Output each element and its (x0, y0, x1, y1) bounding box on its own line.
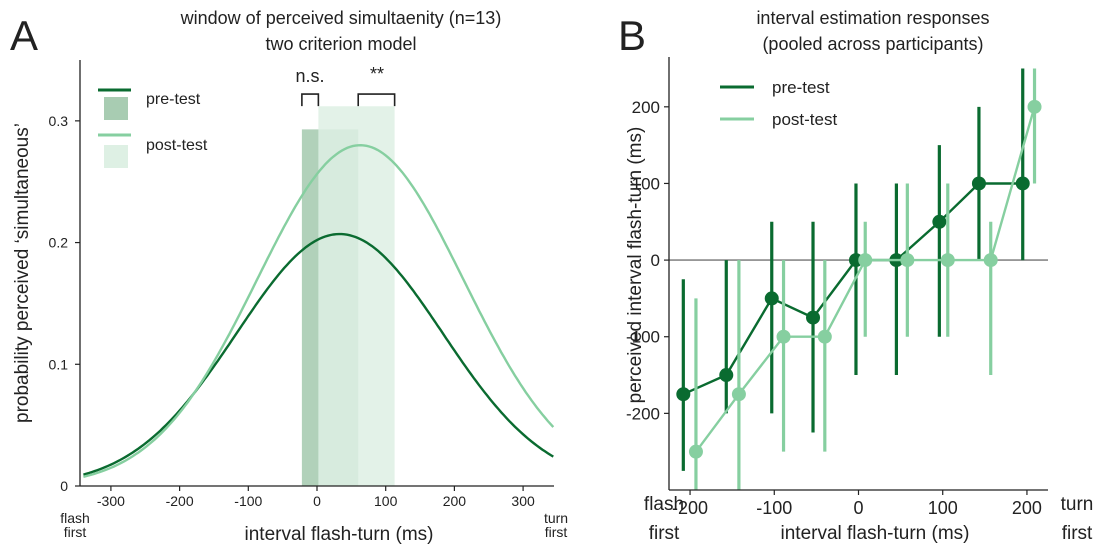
panel-a-right-end-label-2: first (545, 524, 568, 540)
b-ytick-label: 0 (651, 251, 660, 270)
point-post-test (858, 253, 873, 268)
point-post-test (776, 329, 791, 344)
a-ytick-label: 0.3 (49, 113, 69, 129)
curve-pre-test (83, 232, 554, 476)
point-post-test (817, 329, 832, 344)
panel-a-right-end-label-1: turn (544, 510, 568, 526)
panel-a-plot-area: -300 -200 -100 0 100 200 300 0 0.1 0.2 0.3 (49, 60, 555, 509)
a-xtick-label: 100 (374, 493, 398, 509)
point-pre-test (971, 176, 986, 191)
panel-b-title-line1: interval estimation responses (756, 8, 989, 28)
point-post-test (983, 253, 998, 268)
a-xtick-label: 0 (313, 493, 321, 509)
a-ytick-label: 0 (60, 478, 68, 494)
point-post-test (688, 444, 703, 459)
b-ytick-label: -100 (626, 328, 660, 347)
panel-b: B interval estimation responses (pooled … (618, 8, 1093, 544)
panel-a-left-end-label-2: first (64, 524, 87, 540)
point-pre-test (719, 368, 734, 383)
legend-b-pre-label: pre-test (772, 78, 830, 97)
b-xtick-label: -200 (672, 498, 708, 518)
sig-bracket-0 (301, 93, 320, 107)
b-xtick-label: 200 (1012, 498, 1042, 518)
band-post-test (318, 106, 395, 486)
panel-b-legend: pre-test post-test (720, 78, 837, 129)
a-xtick-label: -300 (97, 493, 125, 509)
panel-a-letter: A (10, 12, 38, 59)
legend-post-label: post-test (146, 137, 208, 154)
point-pre-test (806, 310, 821, 325)
a-xtick-label: 300 (511, 493, 535, 509)
panel-b-ylabel: perceived interval flash-turn (ms) (625, 127, 646, 404)
panel-b-xlabel: interval flash-turn (ms) (781, 523, 970, 544)
panel-b-letter: B (618, 12, 646, 59)
b-xtick-label: -100 (756, 498, 792, 518)
panel-b-right-end-label-1: turn (1061, 494, 1094, 515)
sig-label-stars: ** (370, 64, 384, 84)
panel-a-legend: pre-test post-test (98, 88, 208, 168)
legend-pre-swatch (104, 97, 128, 120)
b-xtick-label: 0 (853, 498, 863, 518)
b-ytick-label: 100 (632, 174, 660, 193)
a-xtick-label: -200 (166, 493, 194, 509)
panel-b-right-end-label-2: first (1062, 523, 1093, 544)
sig-label-ns: n.s. (295, 66, 324, 86)
a-ytick-label: 0.2 (49, 235, 69, 251)
legend-pre-label: pre-test (146, 91, 201, 108)
point-post-test (940, 253, 955, 268)
a-ytick-label: 0.1 (49, 356, 69, 372)
curve-post-test (83, 143, 555, 478)
panel-b-title-line2: (pooled across participants) (762, 34, 983, 54)
panel-b-left-end-label-2: first (649, 523, 680, 544)
panel-a-title-line1: window of perceived simultaenity (n=13) (180, 8, 502, 28)
panel-a: A window of perceived simultaenity (n=13… (10, 8, 568, 545)
panel-b-plot-area: -200 -100 0 100 200 -200 -100 0 100 200 (626, 57, 1048, 518)
line-pre-test (682, 182, 1023, 396)
point-pre-test (764, 291, 779, 306)
legend-b-post-label: post-test (772, 110, 837, 129)
point-pre-test (676, 387, 691, 402)
panel-b-left-end-label-1: flash (644, 494, 684, 515)
b-xtick-label: 100 (928, 498, 958, 518)
point-pre-test (1015, 176, 1030, 191)
point-post-test (731, 387, 746, 402)
panel-a-xlabel: interval flash-turn (ms) (245, 524, 434, 545)
b-ytick-label: -200 (626, 404, 660, 423)
a-xtick-label: 200 (443, 493, 467, 509)
legend-post-swatch (104, 145, 128, 168)
point-post-test (900, 253, 915, 268)
panel-a-left-end-label-1: flash (60, 510, 90, 526)
sig-bracket-1 (357, 93, 396, 107)
panel-a-ylabel: probability perceived ‘simultaneous’ (12, 123, 33, 423)
panel-a-title-line2: two criterion model (265, 34, 416, 54)
b-ytick-label: 200 (632, 98, 660, 117)
a-xtick-label: -100 (234, 493, 262, 509)
point-post-test (1027, 99, 1042, 114)
point-pre-test (932, 214, 947, 229)
